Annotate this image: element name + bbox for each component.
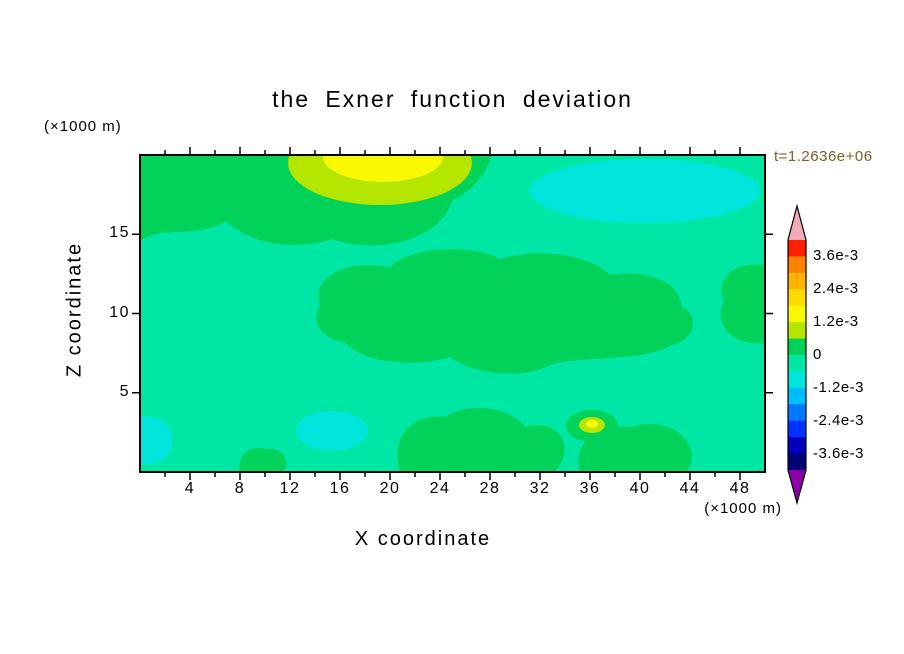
z-tick-label-10: 10 [109,303,130,321]
colorbar-band-5 [788,322,806,340]
region-lower-right-positive-yellow-spot [586,420,598,428]
colorbar-band-1 [788,256,806,274]
z-tick-label-5: 5 [119,382,130,400]
colorbar-band-6 [788,338,806,356]
region-top-right-negative-cyan [530,159,760,223]
x-tick-label-44: 44 [679,480,701,497]
region-right-edge-positive-green [720,264,765,344]
colorbar-band-11 [788,420,806,438]
timestamp-label: t=1.2636e+06 [774,148,873,165]
colorbar-band-8 [788,371,806,389]
colorbar-label--2.4e-3: -2.4e-3 [813,411,865,429]
colorbar-band-13 [788,453,806,471]
colorbar-label-1.2e-3: 1.2e-3 [813,313,859,331]
colorbar-outline [787,203,807,506]
colorbar-band-10 [788,404,806,422]
region-mid-level-positive-green [316,249,694,374]
region-left-edge-negative-cyan [140,416,173,465]
colorbar-arrow-top [788,206,806,240]
colorbar-label--3.6e-3: -3.6e-3 [813,444,865,462]
colorbar-band-4 [788,305,806,323]
colorbar-band-9 [788,387,806,405]
colorbar-band-3 [788,289,806,307]
colorbar-label-0: 0 [813,346,822,363]
x-tick-label-32: 32 [529,480,551,497]
x-tick-label-16: 16 [329,480,351,497]
colorbar-label-3.6e-3: 3.6e-3 [813,247,859,265]
x-tick-label-28: 28 [479,480,501,497]
colorbar-band-0 [788,240,806,257]
region-lower-left-negative-cyan [296,411,368,451]
chart-title: the Exner function deviation [272,86,633,112]
x-tick-label-24: 24 [429,480,451,497]
region-top-center-positive-yellow [323,155,443,182]
x-axis-unit-label: (×1000 m) [704,500,782,517]
x-tick-label-48: 48 [729,480,751,497]
colorbar-band-2 [788,272,806,290]
x-tick-label-12: 12 [279,480,301,497]
colorbar-label-2.4e-3: 2.4e-3 [813,280,859,298]
contour-field [140,155,765,472]
colorbar-band-7 [788,355,806,372]
z-tick-label-15: 15 [109,224,130,242]
x-tick-label-8: 8 [234,480,246,497]
colorbar-band-12 [788,437,806,455]
x-tick-label-20: 20 [379,480,401,497]
z-axis-unit-label: (×1000 m) [44,118,122,135]
region-bottom-center-positive-green [397,407,565,472]
x-tick-label-4: 4 [184,480,196,497]
x-tick-label-40: 40 [629,480,651,497]
region-bottom-left-positive-green-small [239,448,287,472]
x-axis-label: X coordinate [354,528,492,550]
x-tick-label-36: 36 [579,480,601,497]
colorbar-arrow-bottom [788,470,806,503]
colorbar-label--1.2e-3: -1.2e-3 [813,378,865,396]
